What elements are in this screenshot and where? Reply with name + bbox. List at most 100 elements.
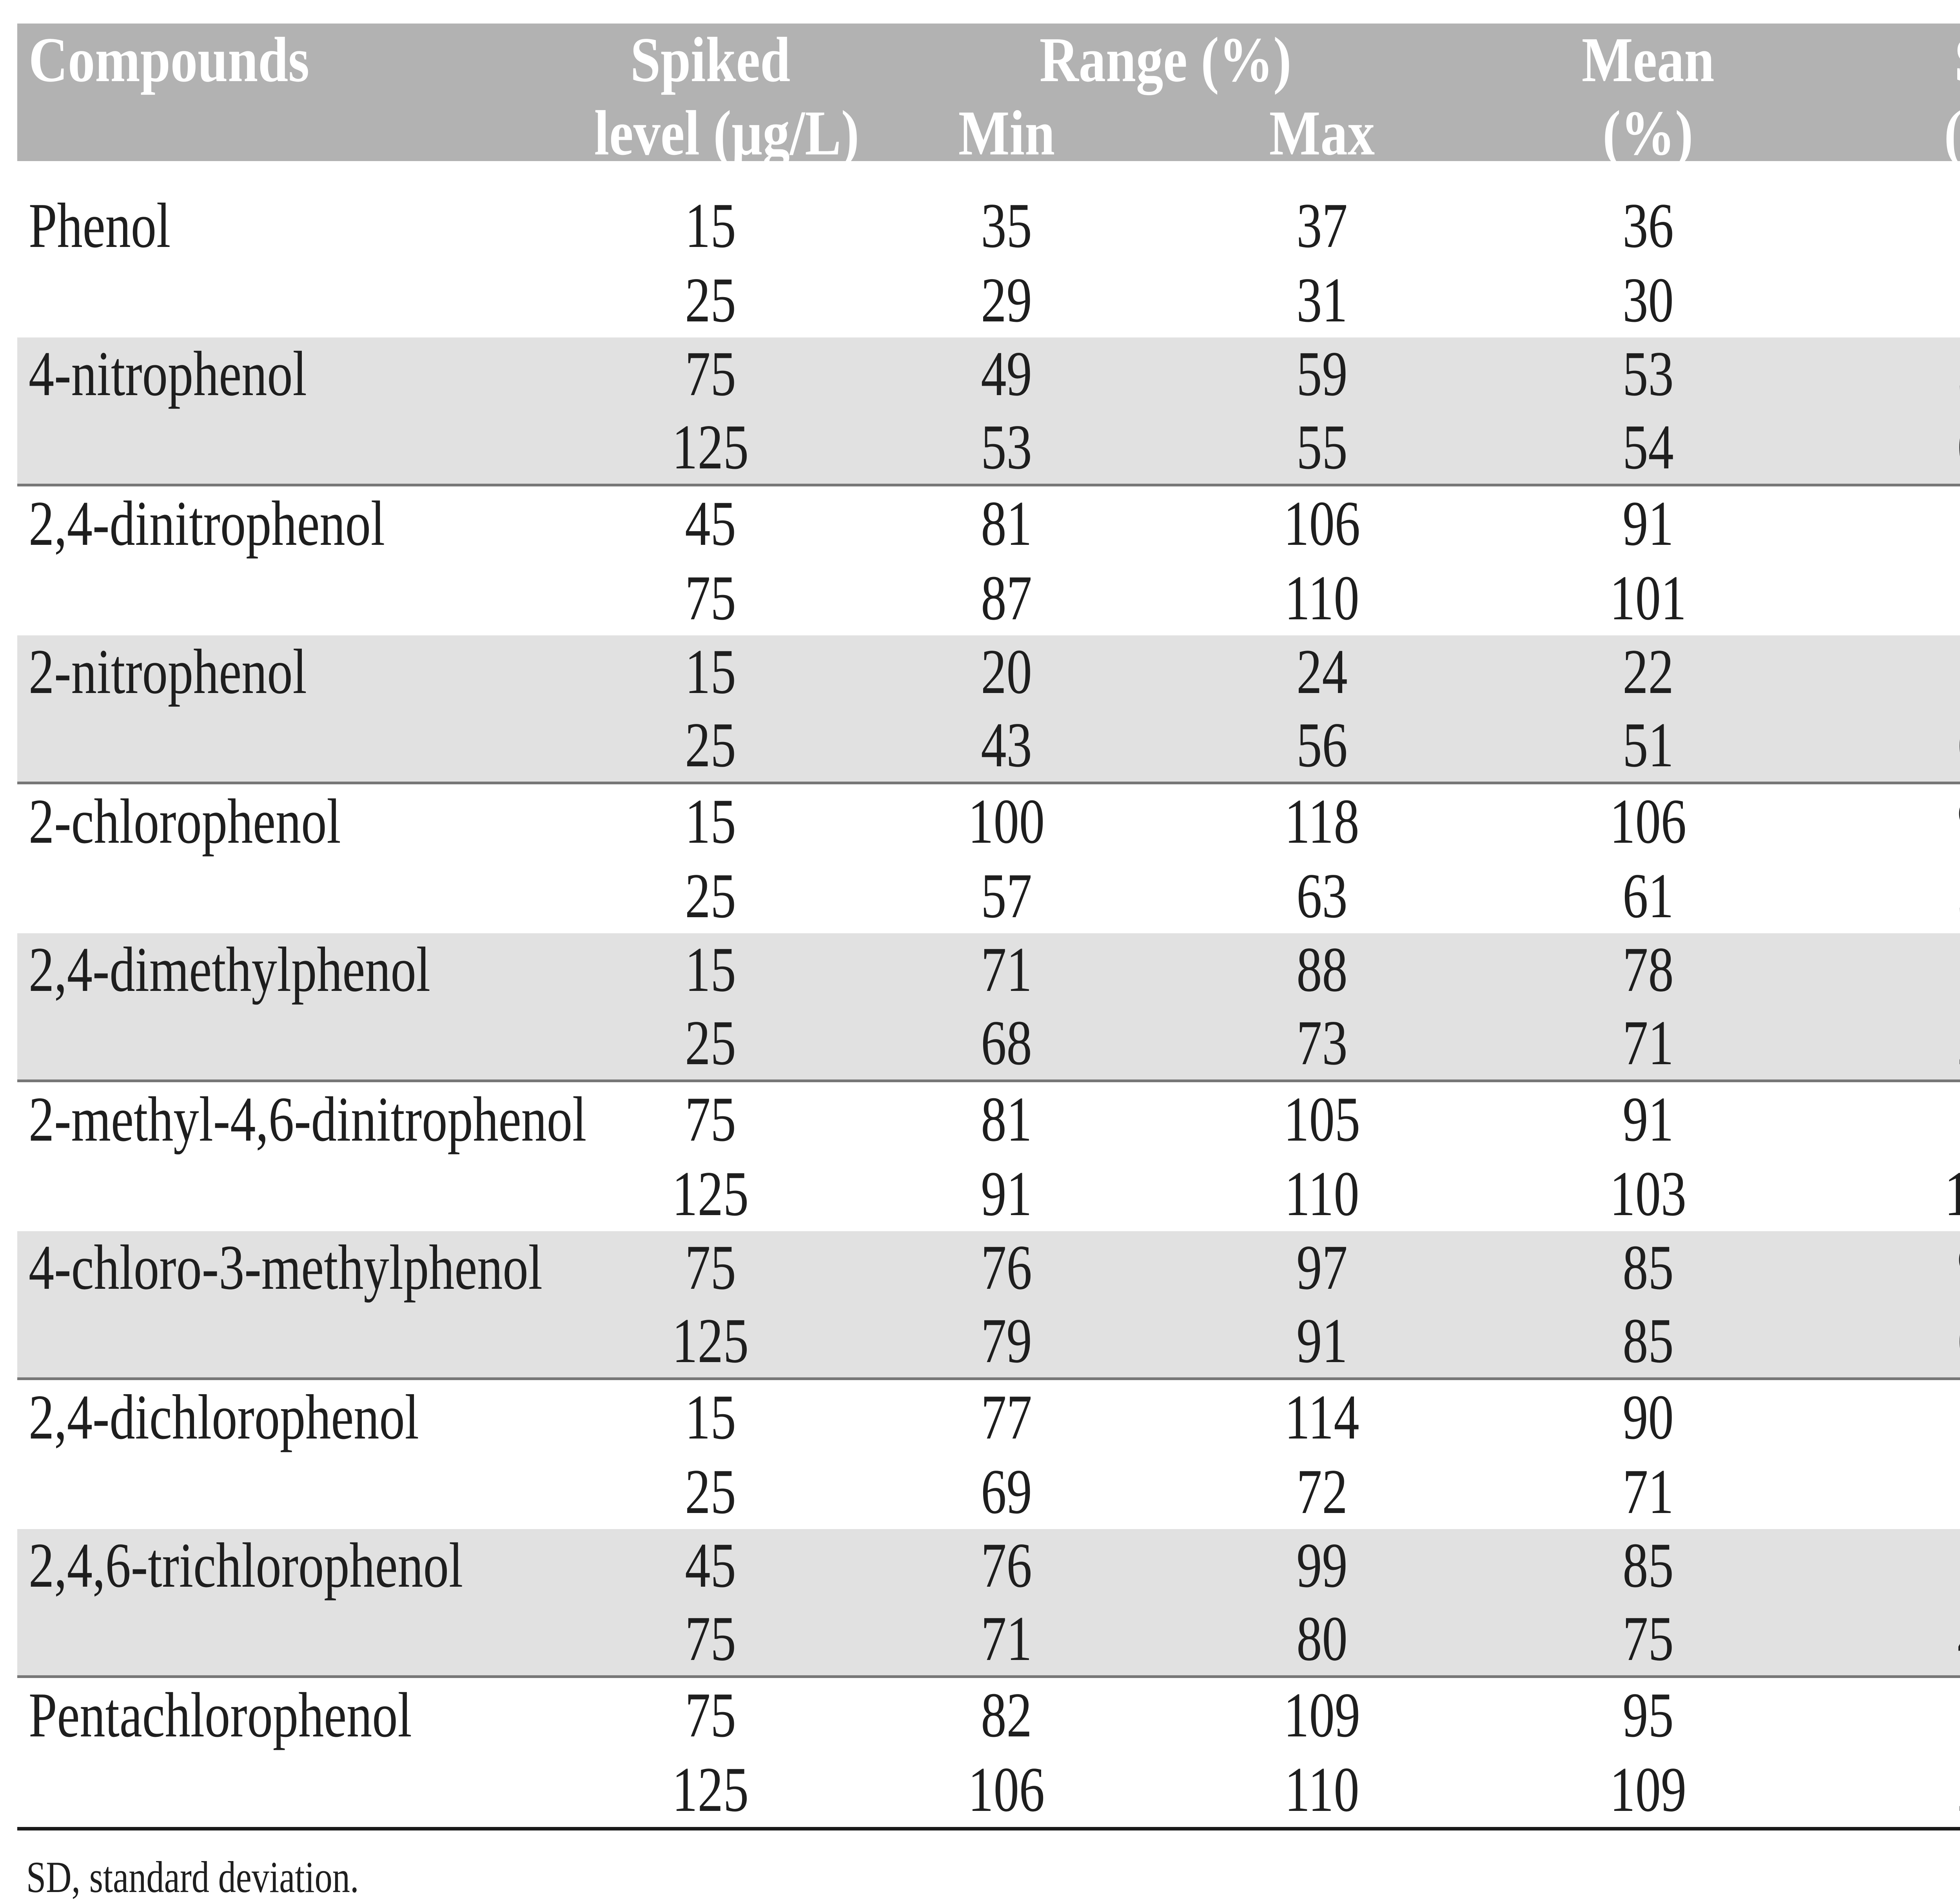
sd-cell: 6.0 bbox=[1815, 1304, 1960, 1378]
spiked-level-cell: 15 bbox=[571, 189, 850, 263]
mean-value: 75 bbox=[1622, 1604, 1674, 1674]
min-value: 49 bbox=[981, 339, 1032, 409]
mean-cell: 54 bbox=[1481, 411, 1815, 484]
min-value: 91 bbox=[981, 1158, 1032, 1229]
spiked-level-cell: 25 bbox=[571, 709, 850, 782]
compound-name-cell: 2,4-dimethylphenol bbox=[17, 933, 571, 1007]
spiked-level-cell: 75 bbox=[571, 337, 850, 411]
min-cell: 43 bbox=[850, 709, 1163, 782]
recovery-table: Compounds Spiked Range (%) Mean SD level… bbox=[17, 24, 1960, 1903]
spiked-level-cell: 25 bbox=[571, 860, 850, 933]
mean-value: 109 bbox=[1610, 1754, 1687, 1825]
spiked-level-value: 15 bbox=[684, 190, 736, 261]
spiked-level-value: 125 bbox=[672, 1754, 749, 1825]
spiked-level-value: 15 bbox=[684, 786, 736, 857]
mean-value: 71 bbox=[1622, 1008, 1674, 1078]
min-value: 100 bbox=[968, 786, 1045, 857]
spiked-level-cell: 75 bbox=[571, 1602, 850, 1676]
spiked-level-value: 25 bbox=[684, 710, 736, 780]
header-cell-mean: Mean bbox=[1481, 24, 1815, 97]
mean-value: 85 bbox=[1622, 1530, 1674, 1601]
mean-cell: 106 bbox=[1481, 785, 1815, 858]
max-cell: 109 bbox=[1163, 1679, 1481, 1752]
mean-cell: 91 bbox=[1481, 487, 1815, 561]
spiked-level-cell: 15 bbox=[571, 933, 850, 1007]
compound-name-cell: 2,4,6-trichlorophenol bbox=[17, 1529, 571, 1602]
min-value: 71 bbox=[981, 934, 1032, 1005]
max-value: 106 bbox=[1283, 488, 1360, 559]
min-cell: 29 bbox=[850, 264, 1163, 337]
max-cell: 80 bbox=[1163, 1602, 1481, 1676]
table-row-group: 2,4-dichlorophenol 15 77 114 90 17 25 69… bbox=[17, 1380, 1960, 1529]
sd-value: 1.5 bbox=[1957, 635, 1960, 709]
min-cell: 71 bbox=[850, 1602, 1163, 1676]
mean-cell: 101 bbox=[1481, 562, 1815, 635]
spiked-level-value: 75 bbox=[684, 562, 736, 633]
min-cell: 57 bbox=[850, 860, 1163, 933]
max-value: 97 bbox=[1296, 1232, 1348, 1303]
table-row-group: 4-chloro-3-methylphenol 75 76 97 85 9.3 … bbox=[17, 1231, 1960, 1380]
mean-cell: 90 bbox=[1481, 1381, 1815, 1454]
header-cell-max: Max bbox=[1163, 97, 1481, 170]
compound-name: 2,4-dimethylphenol bbox=[29, 934, 430, 1005]
header-label-min: Min bbox=[958, 98, 1055, 169]
footnote-text: SD, standard deviation. bbox=[26, 1853, 359, 1902]
mean-cell: 78 bbox=[1481, 933, 1815, 1007]
spiked-level-cell: 25 bbox=[571, 264, 850, 337]
sd-cell: 3.6 bbox=[1815, 860, 1960, 933]
table-row-group: Pentachlorophenol 75 82 109 95 11 125 10… bbox=[17, 1678, 1960, 1827]
min-value: 68 bbox=[981, 1008, 1032, 1078]
header-cell-spiked-unit: level (µg/L) bbox=[571, 97, 859, 170]
spiked-level-value: 45 bbox=[684, 488, 736, 559]
mean-cell: 30 bbox=[1481, 264, 1815, 337]
sd-cell: 11 bbox=[1815, 487, 1960, 561]
table-row: 2-methyl-4,6-dinitrophenol 75 81 105 91 … bbox=[17, 1082, 1960, 1157]
mean-value: 85 bbox=[1622, 1306, 1674, 1376]
mean-value: 101 bbox=[1610, 562, 1687, 633]
spiked-level-value: 75 bbox=[684, 339, 736, 409]
min-cell: 35 bbox=[850, 189, 1163, 263]
table-row: Pentachlorophenol 75 82 109 95 11 bbox=[17, 1678, 1960, 1752]
compound-name: 2,4-dinitrophenol bbox=[29, 488, 385, 559]
sd-value: 10.2 bbox=[1944, 1157, 1960, 1231]
header-cell-min: Min bbox=[850, 97, 1163, 170]
spiked-level-cell: 45 bbox=[571, 487, 850, 561]
sd-cell: 1.4 bbox=[1815, 1455, 1960, 1529]
max-cell: 110 bbox=[1163, 562, 1481, 635]
mean-cell: 85 bbox=[1481, 1231, 1815, 1304]
min-value: 76 bbox=[981, 1530, 1032, 1601]
max-value: 59 bbox=[1296, 339, 1348, 409]
max-cell: 88 bbox=[1163, 933, 1481, 1007]
spiked-level-value: 25 bbox=[684, 860, 736, 931]
table-row: 2,4-dinitrophenol 45 81 106 91 11 bbox=[17, 486, 1960, 561]
min-cell: 87 bbox=[850, 562, 1163, 635]
sd-cell: 11 bbox=[1815, 1083, 1960, 1156]
min-value: 53 bbox=[981, 412, 1032, 483]
table-row-group: Phenol 15 35 37 36 1.2 25 29 31 30 1.2 bbox=[17, 161, 1960, 337]
min-cell: 81 bbox=[850, 487, 1163, 561]
spiked-level-value: 25 bbox=[684, 1456, 736, 1527]
compound-name-cell: 2-chlorophenol bbox=[17, 785, 571, 858]
spiked-level-value: 75 bbox=[684, 1084, 736, 1155]
mean-value: 22 bbox=[1622, 637, 1674, 707]
mean-value: 53 bbox=[1622, 339, 1674, 409]
mean-value: 54 bbox=[1622, 412, 1674, 483]
header-cell-spiked: Spiked bbox=[571, 24, 850, 97]
table-row-group: 2,4-dinitrophenol 45 81 106 91 11 75 87 … bbox=[17, 486, 1960, 635]
mean-cell: 71 bbox=[1481, 1455, 1815, 1529]
sd-cell: 3.9 bbox=[1815, 337, 1960, 411]
spiked-level-cell: 75 bbox=[571, 1231, 850, 1304]
max-value: 99 bbox=[1296, 1530, 1348, 1601]
table-row: 2,4,6-trichlorophenol 45 76 99 85 10 bbox=[17, 1529, 1960, 1602]
table-row: 25 57 63 61 3.6 bbox=[17, 859, 1960, 933]
header-label-sd: SD bbox=[1955, 24, 1960, 97]
spiked-level-value: 125 bbox=[672, 1306, 749, 1376]
max-value: 109 bbox=[1283, 1680, 1360, 1751]
max-cell: 31 bbox=[1163, 264, 1481, 337]
table-row-group: 2,4-dimethylphenol 15 71 88 78 7.2 25 68… bbox=[17, 933, 1960, 1082]
mean-cell: 71 bbox=[1481, 1007, 1815, 1080]
max-value: 55 bbox=[1296, 412, 1348, 483]
sd-value: 3.9 bbox=[1957, 337, 1960, 411]
mean-value: 85 bbox=[1622, 1232, 1674, 1303]
